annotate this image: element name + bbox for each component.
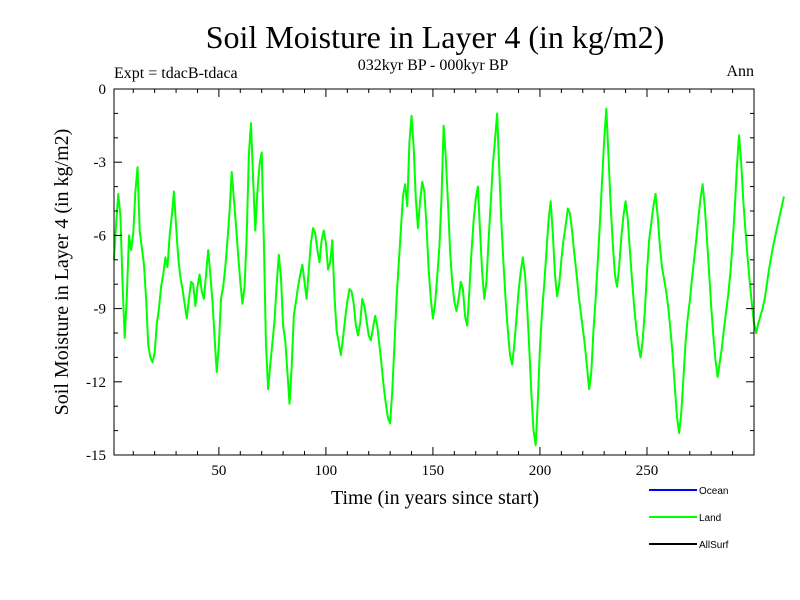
x-tick-label: 150: [422, 463, 445, 479]
series-line-land: [113, 107, 785, 447]
legend: Ocean Land AllSurf: [649, 486, 729, 551]
y-tick-label: -9: [94, 302, 107, 318]
x-tick-label: 200: [529, 463, 552, 479]
x-tick-label: 250: [636, 463, 659, 479]
y-axis: 0 -3 -6 -9 -12 -15: [86, 82, 754, 464]
x-axis: 50 100 150 200 250: [132, 89, 734, 479]
y-tick-label: -12: [86, 375, 106, 391]
chart-subtitle: 032kyr BP - 000kyr BP: [358, 57, 509, 74]
x-tick-label: 100: [315, 463, 338, 479]
y-tick-label: -6: [94, 228, 107, 244]
chart-title: Soil Moisture in Layer 4 (in kg/m2): [206, 19, 665, 55]
legend-label-land: Land: [699, 513, 721, 524]
legend-label-ocean: Ocean: [699, 486, 728, 497]
legend-label-allsurf: AllSurf: [699, 540, 729, 551]
plot-frame: [113, 88, 755, 456]
y-axis-label: Soil Moisture in Layer 4 (in kg/m2): [51, 129, 73, 416]
y-tick-label: -3: [94, 155, 107, 171]
y-tick-label: 0: [99, 82, 107, 98]
plot-area: [113, 88, 785, 456]
season-label: Ann: [726, 63, 754, 80]
x-tick-label: 50: [211, 463, 226, 479]
experiment-label: Expt = tdacB-tdaca: [114, 65, 238, 82]
y-tick-label: -15: [86, 448, 106, 464]
x-axis-label: Time (in years since start): [331, 487, 539, 509]
